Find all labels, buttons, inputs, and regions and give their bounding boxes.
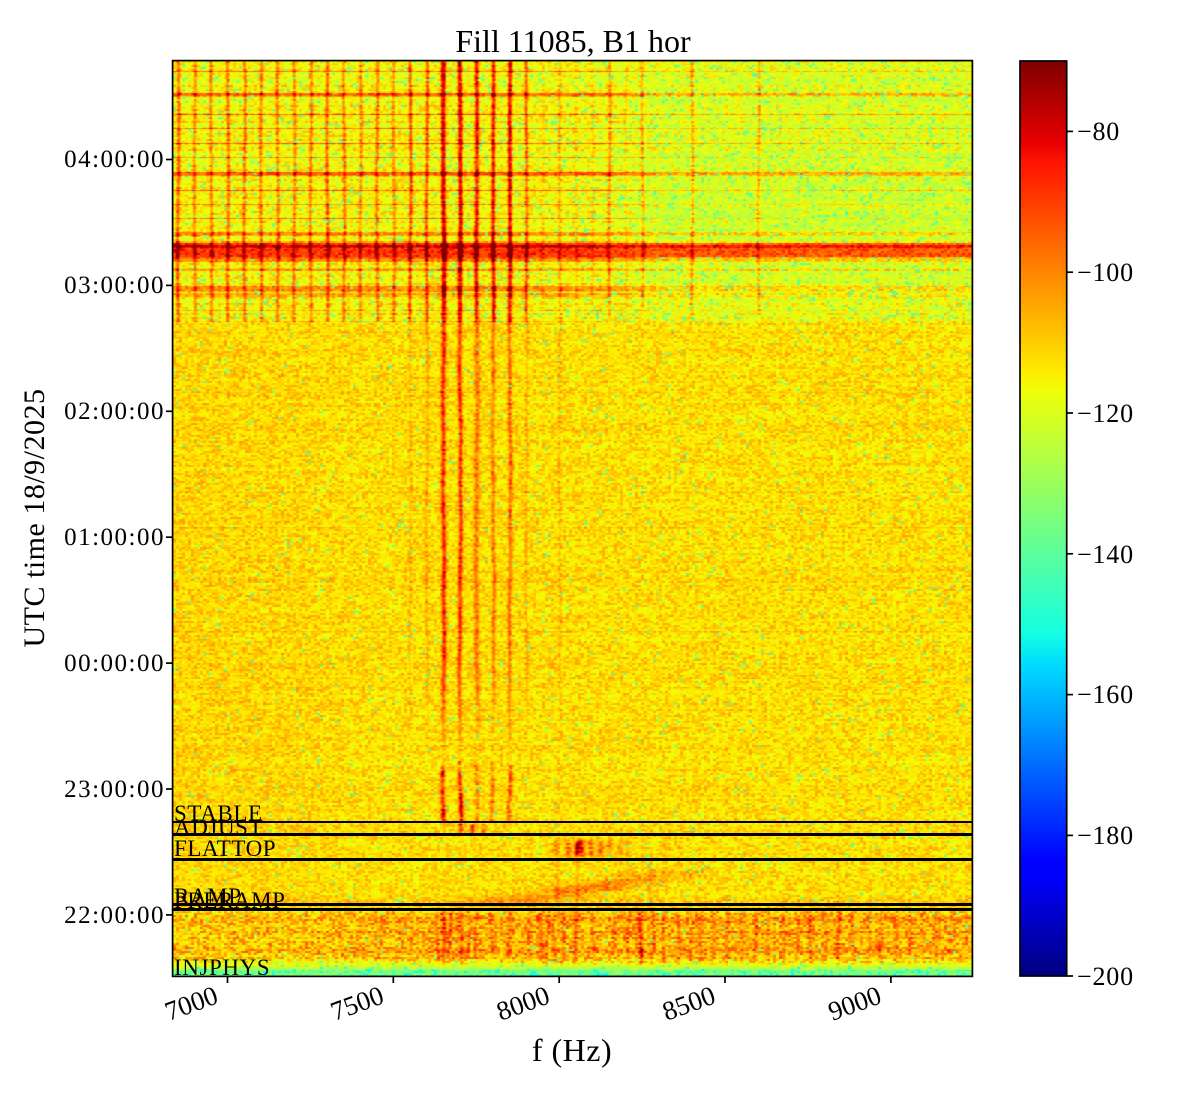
svg-text:8500: 8500 — [658, 980, 719, 1027]
svg-text:7000: 7000 — [161, 980, 222, 1027]
svg-text:7500: 7500 — [327, 980, 388, 1027]
svg-text:UTC time 18/9/2025: UTC time 18/9/2025 — [18, 389, 51, 648]
svg-text:9000: 9000 — [824, 980, 885, 1027]
svg-text:f (Hz): f (Hz) — [532, 1032, 612, 1068]
svg-text:8000: 8000 — [492, 980, 553, 1027]
